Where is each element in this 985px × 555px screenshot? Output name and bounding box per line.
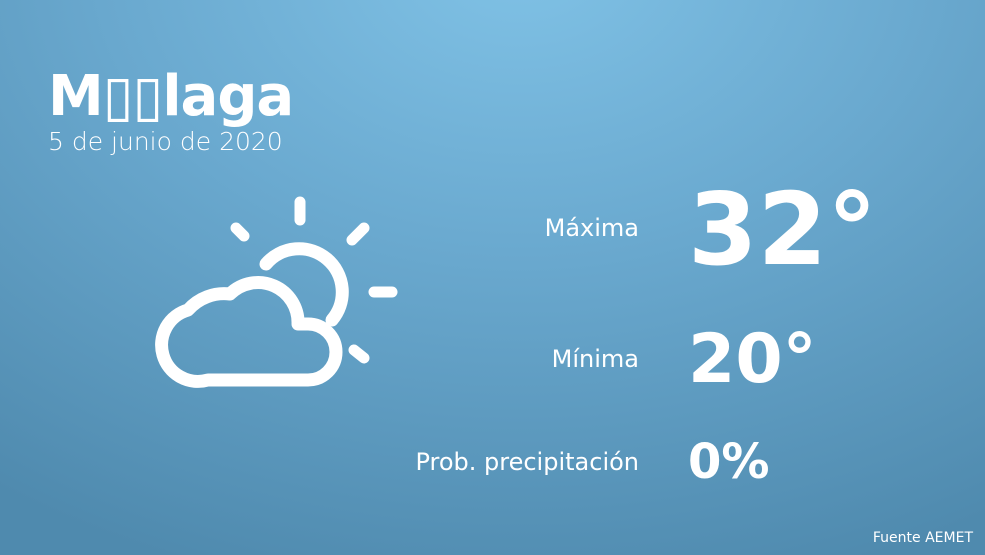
precip-value: 0%	[688, 434, 770, 490]
partly-cloudy-icon	[155, 196, 398, 388]
city-title: M▯▯laga	[48, 64, 294, 129]
source-credit: Fuente AEMET	[872, 530, 973, 546]
forecast-date: 5 de junio de 2020	[48, 127, 283, 156]
max-value: 32°	[688, 171, 878, 288]
min-value: 20°	[688, 320, 817, 399]
min-label: Mínima	[551, 345, 639, 373]
max-label: Máxima	[544, 214, 639, 242]
precip-label: Prob. precipitación	[415, 448, 639, 476]
